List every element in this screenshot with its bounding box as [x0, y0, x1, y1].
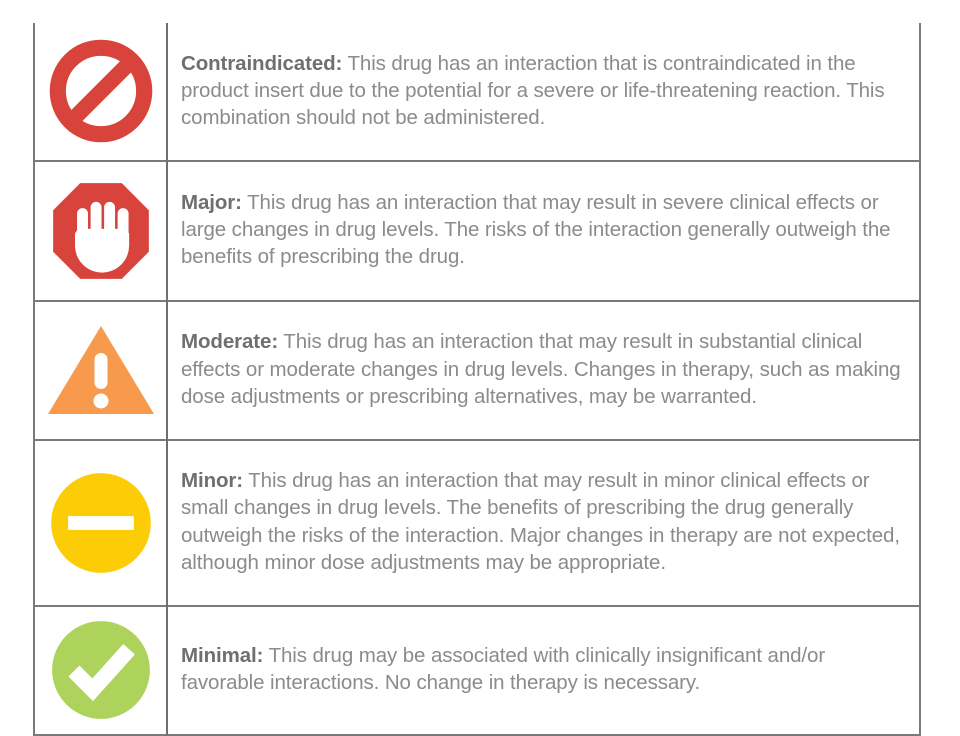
severity-description-minimal: Minimal: This drug may be associated wit… — [181, 642, 903, 697]
severity-label-moderate: Moderate: — [181, 330, 279, 354]
severity-description-major: Major: This drug has an interaction that… — [181, 189, 903, 271]
severity-icon-cell-moderate — [33, 300, 168, 440]
check-circle-icon — [35, 618, 166, 722]
severity-description-cell-minor: Minor: This drug has an interaction that… — [167, 439, 921, 606]
prohibition-sign-icon — [35, 37, 166, 145]
table-row: Minor: This drug has an interaction that… — [33, 439, 921, 606]
minus-circle-icon — [35, 470, 166, 576]
severity-description-cell-minimal: Minimal: This drug may be associated wit… — [167, 605, 921, 735]
severity-label-minimal: Minimal: — [181, 643, 264, 667]
severity-text-minor: This drug has an interaction that may re… — [181, 469, 900, 574]
table-row: Major: This drug has an interaction that… — [33, 160, 921, 301]
severity-description-cell-major: Major: This drug has an interaction that… — [167, 160, 921, 301]
table-row: Minimal: This drug may be associated wit… — [33, 605, 921, 735]
severity-description-cell-contraindicated: Contraindicated: This drug has an intera… — [167, 23, 921, 161]
table-row: Moderate: This drug has an interaction t… — [33, 300, 921, 440]
severity-legend-table: Contraindicated: This drug has an intera… — [33, 23, 921, 736]
severity-description-contraindicated: Contraindicated: This drug has an intera… — [181, 50, 903, 132]
stop-hand-octagon-icon — [35, 179, 166, 283]
severity-icon-cell-contraindicated — [33, 23, 168, 161]
severity-description-cell-moderate: Moderate: This drug has an interaction t… — [167, 300, 921, 440]
severity-icon-cell-major — [33, 160, 168, 301]
table-row: Contraindicated: This drug has an intera… — [33, 23, 921, 161]
severity-label-minor: Minor: — [181, 469, 244, 492]
severity-label-contraindicated: Contraindicated: — [181, 51, 343, 75]
severity-text-moderate: This drug has an interaction that may re… — [181, 330, 901, 408]
severity-text-minimal: This drug may be associated with clinica… — [181, 643, 826, 694]
severity-icon-cell-minimal — [33, 605, 168, 735]
severity-label-major: Major: — [181, 190, 242, 214]
severity-description-moderate: Moderate: This drug has an interaction t… — [181, 328, 903, 410]
severity-icon-cell-minor — [33, 439, 168, 606]
severity-text-major: This drug has an interaction that may re… — [181, 190, 891, 269]
severity-text-contraindicated: This drug has an interaction that is con… — [181, 51, 885, 130]
warning-triangle-icon — [35, 320, 166, 420]
severity-description-minor: Minor: This drug has an interaction that… — [181, 467, 903, 576]
